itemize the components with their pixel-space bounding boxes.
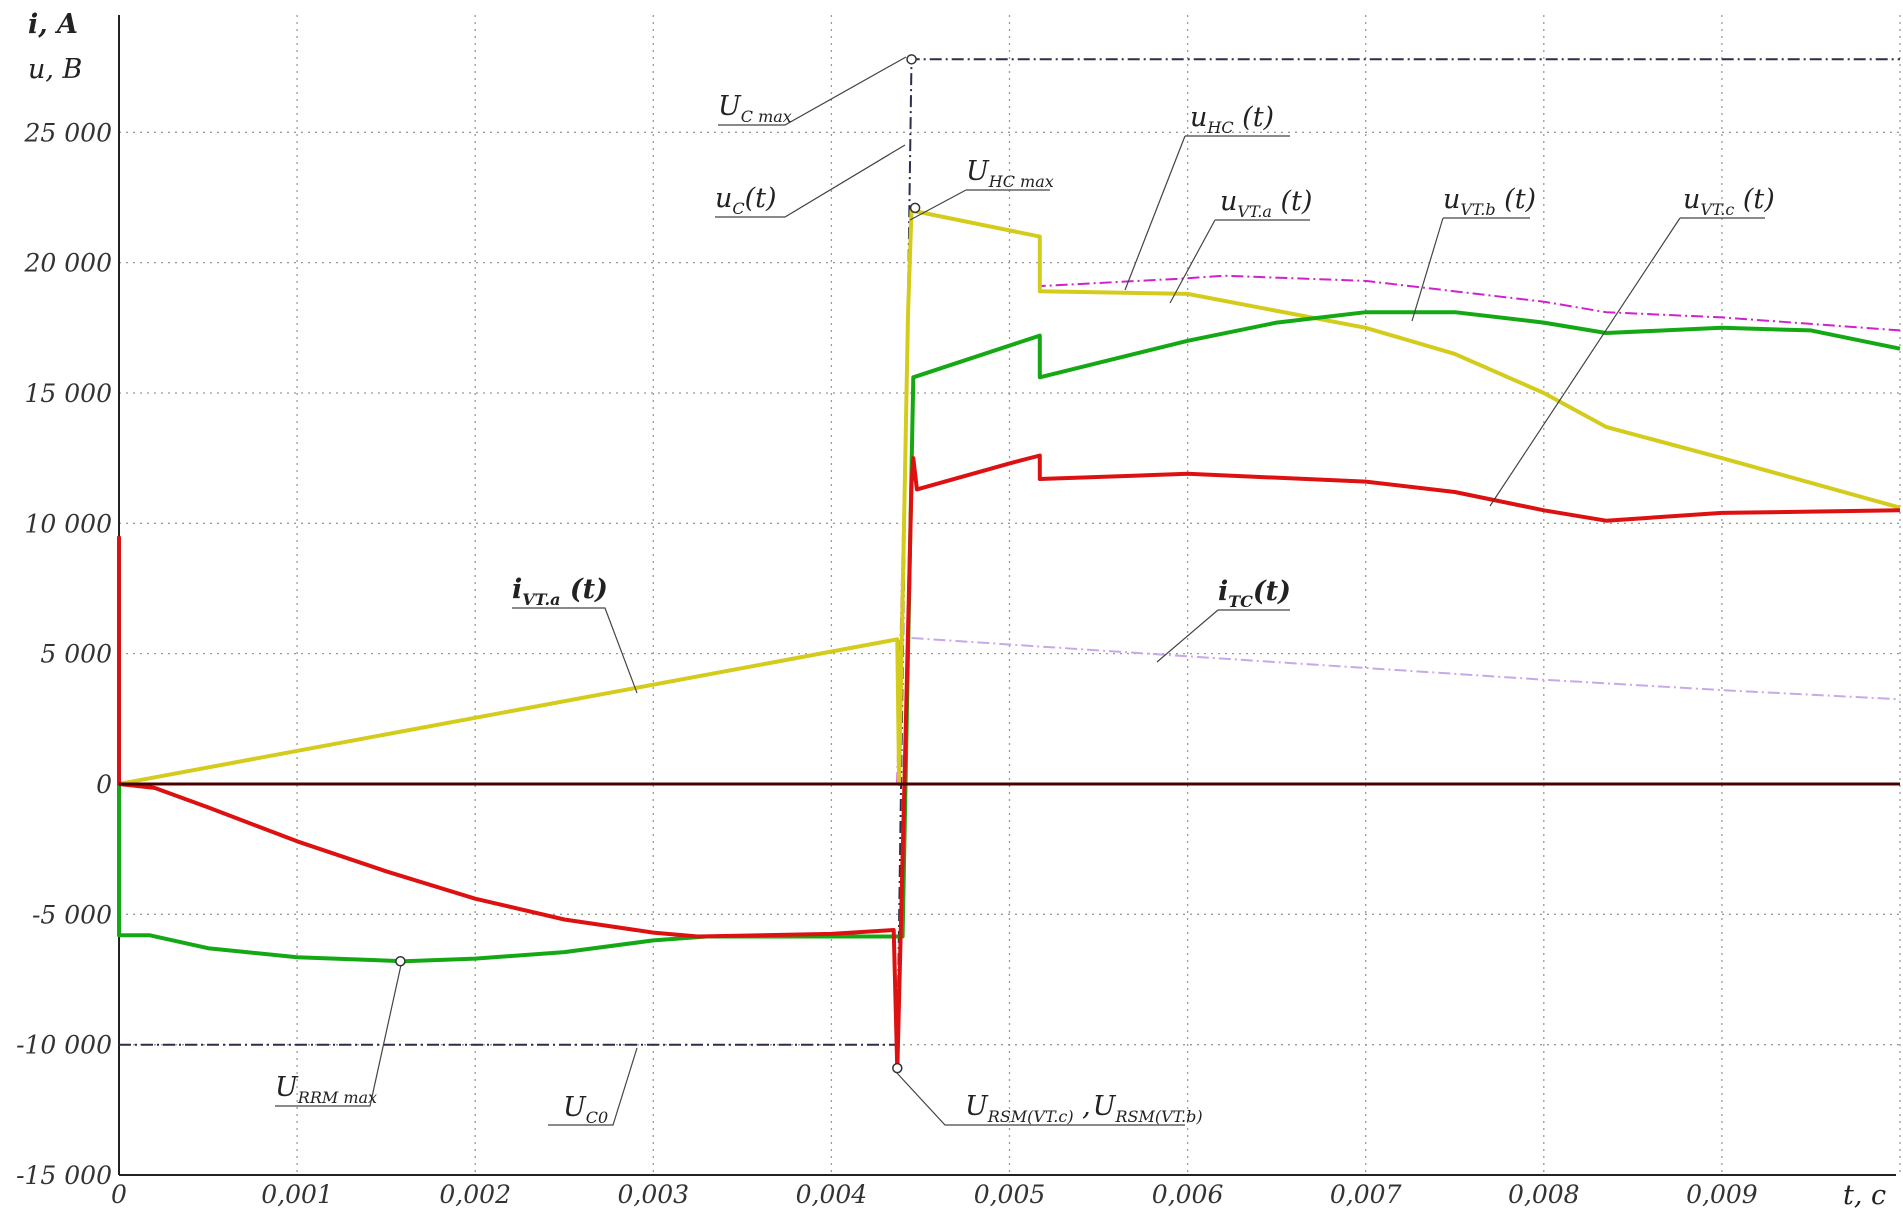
series-line-i-vt-a-t-	[118, 208, 1901, 786]
grid	[119, 15, 1901, 1175]
marker-u-rrmmax	[395, 955, 406, 967]
y-tick-label: 20 000	[24, 249, 113, 278]
series	[117, 58, 1901, 1073]
x-tick-label: 0,007	[1330, 1180, 1402, 1208]
x-tick-label: 0,002	[439, 1180, 511, 1208]
leader-uc-t	[715, 144, 906, 218]
annotation-urrm: URRM max	[275, 1072, 377, 1107]
series-line-u-hc-t-	[896, 209, 1901, 785]
annotation-ursm: URSM(VT.c) ,URSM(VT.b)	[965, 1091, 1203, 1126]
y-tick-label: 0	[96, 770, 112, 799]
annotation-uc0: UC0	[563, 1092, 608, 1127]
y-tick-label: -15 000	[16, 1161, 112, 1190]
leader-ursm	[895, 1071, 1185, 1126]
leader-urrm	[275, 964, 402, 1107]
marker-u-hcmax	[909, 202, 921, 214]
leader-uc-max	[718, 56, 907, 126]
leader-itc-t	[1156, 609, 1290, 663]
y-tick-label: 5 000	[40, 640, 112, 669]
annotation-itc-t: iTC(t)	[1218, 576, 1291, 611]
markers	[395, 54, 921, 1074]
x-tick-label: 0,003	[618, 1180, 690, 1208]
marker-u-cmax	[906, 54, 917, 65]
x-tick-label: 0,004	[796, 1180, 868, 1208]
x-tick-label: 0,006	[1152, 1180, 1224, 1208]
annotation-uhc-t: uHC (t)	[1190, 102, 1274, 137]
x-tick-label: 0,005	[974, 1180, 1046, 1208]
annotation-leaders	[275, 56, 1765, 1126]
y-tick-label: 15 000	[25, 379, 113, 408]
leader-uvtc-t	[1489, 217, 1765, 507]
y-axis-label-voltage: u, B	[28, 54, 82, 85]
x-tick-label: 0	[111, 1180, 127, 1208]
tick-labels: 0 0,001 0,002 0,003 0,004 0,005 0,006 0,007 0,00…	[16, 118, 1758, 1208]
leader-uc0	[548, 1047, 638, 1126]
y-tick-label: 10 000	[25, 509, 113, 538]
annotation-labels: i, A u, B t, c UC max uC(t) UHC max uHC (t)…	[28, 9, 1886, 1208]
leader-ivta-t	[512, 607, 638, 694]
series-line-u-vt-b-t-	[117, 310, 1901, 964]
leader-uvtb-t	[1411, 217, 1530, 322]
x-tick-label: 0,008	[1508, 1180, 1580, 1208]
annotation-uhc-max: UHC max	[966, 156, 1054, 191]
x-axis-label: t, c	[1843, 1180, 1886, 1208]
annotation-uc-t: uC(t)	[715, 183, 777, 218]
y-axis-label-current: i, A	[28, 9, 78, 40]
y-tick-label: -5 000	[32, 900, 112, 929]
series-line-u-c-t-	[119, 58, 1900, 1046]
leader-uhc-t	[1124, 135, 1290, 291]
marker-u-rsm	[892, 1062, 903, 1074]
x-tick-label: 0,009	[1686, 1180, 1758, 1208]
x-tick-label: 0,001	[261, 1180, 333, 1208]
annotation-ivta-t: iVT.a (t)	[512, 574, 608, 609]
annotation-uvta-t: uVT.a (t)	[1220, 186, 1312, 221]
y-tick-label: 25 000	[24, 118, 113, 147]
y-tick-label: -10 000	[16, 1031, 112, 1060]
series-line-i-tc-t-	[911, 637, 1901, 701]
annotation-uvtb-t: uVT.b (t)	[1443, 184, 1536, 219]
leader-uhc-max	[909, 189, 1050, 221]
leader-uvta-t	[1169, 219, 1310, 304]
annotation-uvtc-t: uVT.c (t)	[1683, 184, 1775, 219]
annotation-uc-max: UC max	[718, 91, 792, 126]
